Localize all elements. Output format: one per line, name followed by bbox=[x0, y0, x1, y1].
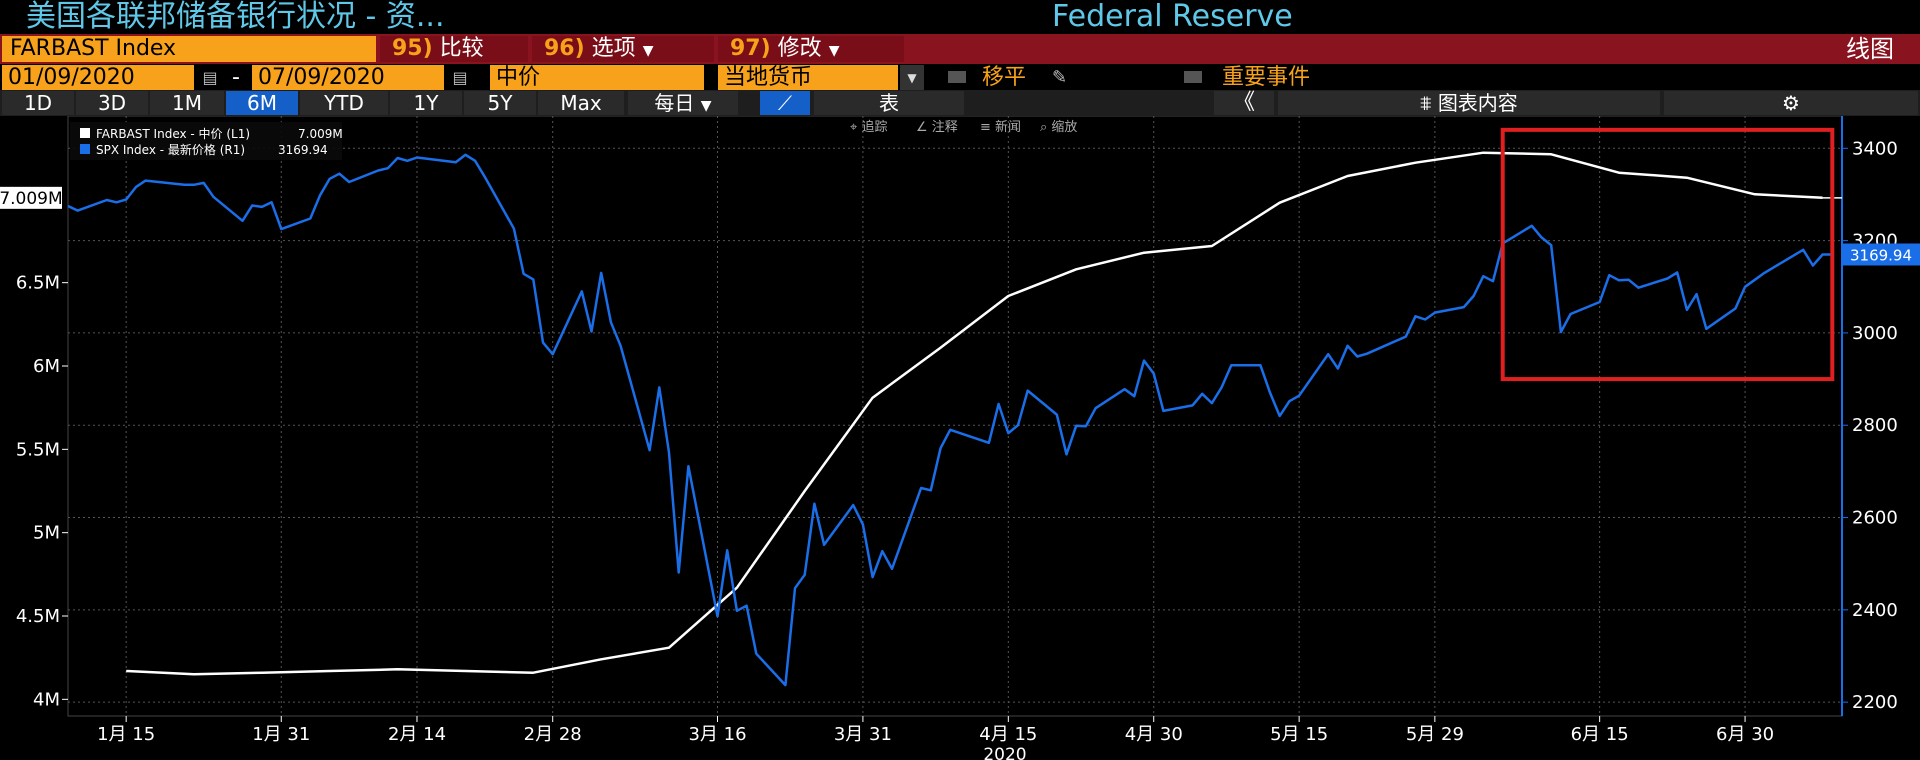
ticker-field[interactable]: FARBAST Index bbox=[2, 36, 376, 62]
gear-icon[interactable]: ⚙ bbox=[1664, 91, 1918, 115]
compare-menu[interactable]: 95) 比较 bbox=[380, 36, 528, 62]
y-right-tick-label: 2800 bbox=[1852, 415, 1898, 436]
start-date-input[interactable]: 01/09/2020 bbox=[2, 65, 194, 91]
shift-checkbox[interactable] bbox=[948, 71, 966, 83]
options-menu-number: 96) bbox=[544, 36, 585, 61]
currency-select[interactable]: 当地货币 bbox=[718, 65, 898, 91]
y-right-tick-label: 3400 bbox=[1852, 138, 1898, 159]
tab-max[interactable]: Max bbox=[538, 91, 624, 115]
y-left-tick-label: 4M bbox=[33, 689, 60, 710]
options-menu[interactable]: 96) 选项 ▼ bbox=[532, 36, 714, 62]
x-year-label: 2020 bbox=[983, 745, 1026, 760]
y-right-tick-label: 2400 bbox=[1852, 600, 1898, 621]
legend-swatch-spx bbox=[80, 144, 90, 154]
right-last-value-label: 3169.94 bbox=[1850, 246, 1912, 264]
tab-1y[interactable]: 1Y bbox=[390, 91, 462, 115]
line-chart-icon[interactable]: ⟋ bbox=[760, 91, 810, 115]
x-tick-label: 2月 14 bbox=[388, 724, 446, 745]
price-type-select[interactable]: 中价 bbox=[490, 65, 704, 91]
legend-label-farbast: FARBAST Index - 中价 (L1) bbox=[96, 126, 250, 141]
modify-menu-label: 修改 bbox=[777, 36, 822, 61]
x-tick-label: 5月 29 bbox=[1406, 724, 1464, 745]
legend-label-spx: SPX Index - 最新价格 (R1) bbox=[96, 142, 245, 157]
tab-ytd[interactable]: YTD bbox=[300, 91, 388, 115]
options-menu-label: 选项 bbox=[591, 36, 636, 61]
chart-tool-zoom[interactable]: ⌕ 缩放 bbox=[1040, 119, 1077, 135]
table-toggle[interactable]: 表 bbox=[814, 91, 964, 115]
period-bar: 1D 3D 1M 6M YTD 1Y 5Y Max 每日 ▼ ⟋ 表 《 ⩨ 图… bbox=[0, 90, 1920, 116]
x-tick-label: 4月 30 bbox=[1125, 724, 1183, 745]
events-label: 重要事件 bbox=[1222, 65, 1311, 90]
tab-6m[interactable]: 6M bbox=[226, 91, 298, 115]
x-tick-label: 6月 15 bbox=[1571, 724, 1629, 745]
left-last-value-label: 7.009M bbox=[0, 189, 63, 209]
page-title: 美国各联邦储备银行状况 - 资... bbox=[26, 0, 445, 34]
y-right-tick-label: 2600 bbox=[1852, 508, 1898, 529]
y-left-tick-label: 5.5M bbox=[16, 439, 60, 460]
highlight-box bbox=[1500, 127, 1835, 382]
x-tick-label: 3月 16 bbox=[688, 724, 746, 745]
chevron-down-icon: ▼ bbox=[828, 43, 840, 59]
chart-content-label: 图表内容 bbox=[1437, 91, 1518, 115]
chevron-down-icon: ▼ bbox=[642, 43, 654, 59]
x-tick-label: 1月 15 bbox=[97, 724, 155, 745]
legend-swatch-farbast bbox=[80, 128, 90, 138]
y-left-tick-label: 6.5M bbox=[16, 273, 60, 294]
events-checkbox[interactable] bbox=[1184, 71, 1202, 83]
calendar-icon[interactable]: ▤ bbox=[202, 68, 218, 87]
tab-5y[interactable]: 5Y bbox=[464, 91, 536, 115]
y-right-tick-label: 3000 bbox=[1852, 323, 1898, 344]
chevron-down-icon: ▼ bbox=[700, 98, 712, 114]
x-tick-label: 1月 31 bbox=[252, 724, 310, 745]
x-tick-label: 2月 28 bbox=[524, 724, 582, 745]
frequency-label: 每日 bbox=[654, 91, 695, 115]
tab-3d[interactable]: 3D bbox=[76, 91, 148, 115]
tab-1m[interactable]: 1M bbox=[150, 91, 224, 115]
toolbar: FARBAST Index 95) 比较 96) 选项 ▼ 97) 修改 ▼ 线… bbox=[0, 34, 1920, 64]
x-tick-label: 5月 15 bbox=[1270, 724, 1328, 745]
right-last-value-badge bbox=[1842, 243, 1920, 266]
shift-label: 移平 bbox=[982, 65, 1027, 90]
chevron-down-icon[interactable]: ▼ bbox=[900, 65, 924, 91]
end-date-input[interactable]: 07/09/2020 bbox=[252, 65, 444, 91]
compare-menu-label: 比较 bbox=[439, 36, 484, 61]
pencil-icon[interactable]: ✎ bbox=[1052, 67, 1068, 88]
legend-box bbox=[70, 122, 342, 160]
modify-menu[interactable]: 97) 修改 ▼ bbox=[718, 36, 904, 62]
calendar-icon[interactable]: ▤ bbox=[452, 68, 468, 87]
left-last-value-badge bbox=[0, 186, 62, 209]
y-right-tick-label: 2200 bbox=[1852, 692, 1898, 713]
y-left-tick-label: 5M bbox=[33, 523, 60, 544]
y-left-tick-label: 6M bbox=[33, 356, 60, 377]
x-tick-label: 3月 31 bbox=[834, 724, 892, 745]
x-tick-label: 6月 30 bbox=[1716, 724, 1774, 745]
chart-area[interactable]: 4M4.5M5M5.5M6M6.5M2200240026002800300032… bbox=[0, 116, 1920, 760]
tab-1d[interactable]: 1D bbox=[2, 91, 74, 115]
controls-bar: 01/09/2020 ▤ - 07/09/2020 ▤ 中价 当地货币 ▼ 移平… bbox=[0, 64, 1920, 91]
legend-value-spx: 3169.94 bbox=[278, 143, 328, 157]
title-bar: 美国各联邦储备银行状况 - 资... Federal Reserve bbox=[0, 0, 1920, 34]
chart-tool-track[interactable]: ⌖ 追踪 bbox=[850, 119, 887, 135]
series-line-farbast bbox=[126, 151, 1823, 676]
modify-menu-number: 97) bbox=[730, 36, 771, 61]
compare-menu-number: 95) bbox=[392, 36, 433, 61]
chart-icon: ⩨ bbox=[1420, 91, 1432, 115]
legend-value-farbast: 7.009M bbox=[298, 127, 343, 141]
chart-tool-news[interactable]: ≡ 新闻 bbox=[980, 119, 1021, 135]
chart-tool-annotate[interactable]: ∠ 注释 bbox=[916, 120, 958, 135]
chart-content-button[interactable]: ⩨ 图表内容 bbox=[1278, 91, 1660, 115]
date-range-dash: - bbox=[232, 65, 240, 90]
series-line-spx bbox=[67, 153, 1833, 687]
y-left-tick-label: 4.5M bbox=[16, 606, 60, 627]
collapse-button[interactable]: 《 bbox=[1214, 91, 1274, 115]
plot-area bbox=[67, 116, 1843, 717]
view-type-label[interactable]: 线图 bbox=[1846, 35, 1894, 63]
x-tick-label: 4月 15 bbox=[979, 724, 1037, 745]
page-right-title: Federal Reserve bbox=[1052, 0, 1293, 34]
frequency-select[interactable]: 每日 ▼ bbox=[628, 91, 738, 115]
